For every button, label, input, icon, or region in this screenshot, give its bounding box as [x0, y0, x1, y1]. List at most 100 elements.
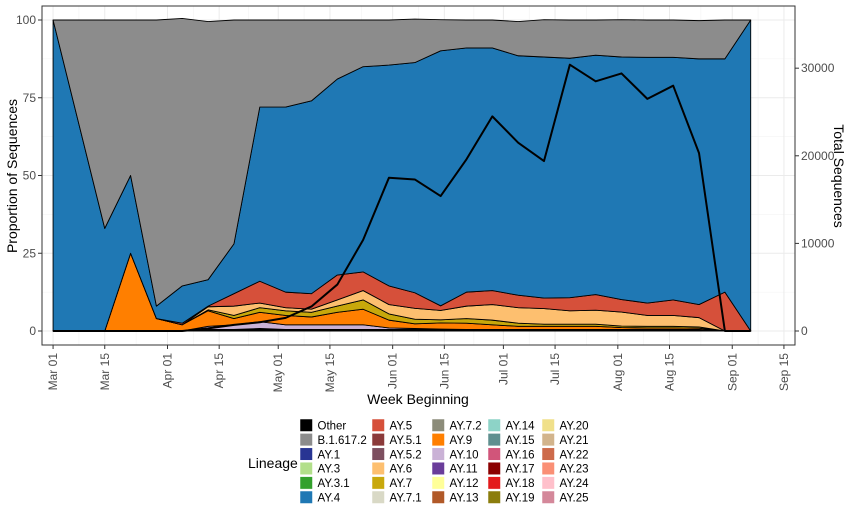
legend-label: AY.19 — [506, 493, 535, 505]
legend-swatch — [541, 418, 555, 432]
legend-item-ay-3: AY.3 — [299, 461, 341, 476]
legend-label: AY.18 — [506, 478, 535, 490]
legend-label: AY.23 — [560, 464, 589, 476]
x-tick-label: Sep 01 — [725, 353, 739, 391]
legend-title: Lineage — [248, 455, 298, 471]
legend-swatch — [541, 433, 555, 447]
legend-label: AY.12 — [450, 478, 479, 490]
legend-item-ay-5: AY.5 — [371, 418, 413, 433]
legend-label: AY.21 — [560, 435, 589, 447]
stacked-areas — [52, 18, 752, 332]
legend-swatch — [431, 461, 445, 475]
legend-swatch — [299, 433, 313, 447]
legend-item-b-1-617-2: B.1.617.2 — [299, 433, 367, 447]
legend-swatch — [487, 461, 501, 475]
legend-swatch — [487, 433, 501, 447]
y-left-tick-label: 100 — [16, 13, 36, 27]
x-tick-label: Apr 15 — [212, 353, 226, 389]
legend-label: AY.1 — [318, 449, 341, 461]
legend-label: AY.5.1 — [390, 435, 422, 447]
legend-item-ay-7-1: AY.7.1 — [371, 490, 422, 505]
legend-label: AY.7.1 — [390, 493, 422, 505]
legend-label: AY.3.1 — [318, 478, 350, 490]
legend-label: AY.25 — [560, 493, 589, 505]
legend-label: AY.6 — [390, 464, 413, 476]
legend-item-ay-6: AY.6 — [371, 461, 413, 476]
legend-swatch — [371, 433, 385, 447]
legend-swatch — [299, 490, 313, 504]
y-axis-right-title: Total Sequences — [831, 124, 847, 228]
legend-swatch — [431, 418, 445, 432]
x-tick-label: Jul 15 — [548, 353, 562, 385]
legend-swatch — [541, 447, 555, 461]
legend-item-other: Other — [299, 418, 346, 433]
legend-item-ay-10: AY.10 — [431, 447, 479, 461]
legend-item-ay-4: AY.4 — [299, 490, 341, 505]
legend-label: B.1.617.2 — [318, 435, 367, 447]
legend-swatch — [299, 461, 313, 475]
legend-swatch — [487, 490, 501, 504]
y-axis-right: 0 10000 20000 30000 — [795, 61, 835, 338]
legend-swatch — [431, 433, 445, 447]
legend-swatch — [541, 461, 555, 475]
legend-item-ay-9: AY.9 — [431, 433, 473, 447]
legend-item-ay-18: AY.18 — [487, 476, 535, 490]
legend-label: AY.5 — [390, 421, 413, 433]
x-tick-label: Sep 15 — [777, 353, 791, 391]
legend-swatch — [487, 447, 501, 461]
legend-swatch — [487, 476, 501, 490]
legend-item-ay-5-1: AY.5.1 — [371, 433, 422, 447]
x-tick-label: Aug 01 — [611, 353, 625, 391]
legend-label: AY.11 — [450, 464, 478, 476]
y-left-tick-label: 75 — [23, 91, 37, 105]
x-tick-label: Mar 01 — [46, 353, 60, 391]
legend-swatch — [541, 490, 555, 504]
legend-label: AY.14 — [506, 421, 536, 433]
legend-item-ay-14: AY.14 — [487, 418, 536, 433]
legend-item-ay-20: AY.20 — [541, 418, 589, 433]
legend-label: AY.3 — [318, 464, 341, 476]
legend-swatch — [371, 476, 385, 490]
legend-swatch — [431, 447, 445, 461]
legend-swatch — [541, 476, 555, 490]
y-axis-left-title: Proportion of Sequences — [4, 99, 20, 253]
y-right-tick-label: 0 — [801, 324, 808, 338]
y-left-tick-label: 25 — [23, 246, 37, 260]
x-tick-label: Jun 01 — [386, 353, 400, 389]
y-right-tick-label: 10000 — [801, 236, 835, 250]
x-axis: Mar 01 Mar 15 Apr 01 Apr 15 May 01 May 15 Jun … — [46, 345, 791, 392]
legend-swatch — [371, 447, 385, 461]
legend-item-ay-24: AY.24 — [541, 476, 589, 490]
legend-swatch — [487, 418, 501, 432]
legend-label: AY.5.2 — [390, 449, 422, 461]
legend-item-ay-3-1: AY.3.1 — [299, 476, 350, 490]
legend: Other B.1.617.2 AY.1 AY.3 AY.3.1 AY.4 AY.5 AY.5… — [299, 418, 589, 505]
legend-item-ay-15: AY.15 — [487, 433, 535, 447]
legend-label: AY.9 — [450, 435, 473, 447]
y-axis-left: 0 25 50 75 100 — [16, 13, 42, 338]
x-tick-label: May 01 — [271, 353, 285, 393]
legend-label: AY.10 — [450, 449, 479, 461]
x-tick-label: Aug 15 — [663, 353, 677, 391]
x-tick-label: Apr 01 — [161, 353, 175, 389]
legend-item-ay-25: AY.25 — [541, 490, 589, 505]
legend-item-ay-5-2: AY.5.2 — [371, 447, 422, 461]
x-tick-label: Jun 15 — [437, 353, 451, 389]
y-right-tick-label: 20000 — [801, 149, 835, 163]
x-axis-title: Week Beginning — [367, 391, 469, 407]
legend-item-ay-11: AY.11 — [431, 461, 478, 476]
x-tick-label: Mar 15 — [98, 353, 112, 391]
legend-item-ay-22: AY.22 — [541, 447, 589, 461]
legend-label: AY.17 — [506, 464, 535, 476]
total-sequences-line — [53, 63, 751, 332]
legend-item-ay-17: AY.17 — [487, 461, 535, 476]
legend-label: AY.4 — [318, 493, 341, 505]
legend-label: AY.13 — [450, 493, 479, 505]
legend-item-ay-23: AY.23 — [541, 461, 589, 476]
legend-swatch — [371, 461, 385, 475]
legend-item-ay-21: AY.21 — [541, 433, 589, 447]
legend-item-ay-16: AY.16 — [487, 447, 535, 461]
legend-swatch — [431, 490, 445, 504]
